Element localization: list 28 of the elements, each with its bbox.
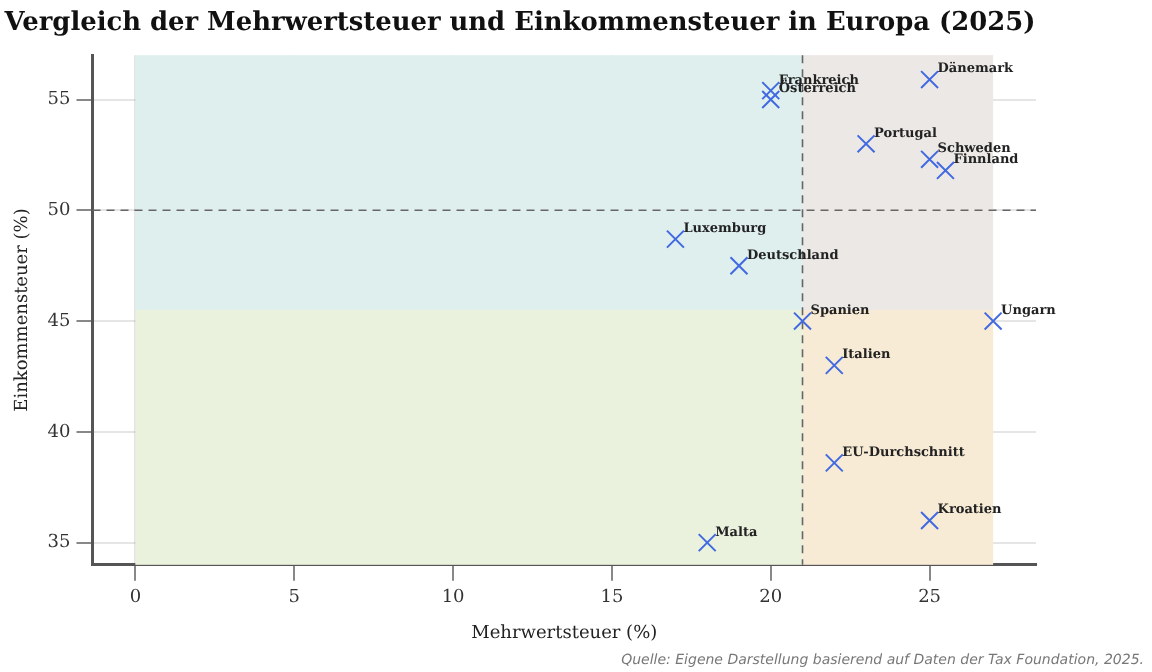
x-tick-label: 0 [129,588,142,609]
point [856,134,876,154]
y-tick-label: 35 [47,533,72,554]
point [697,533,717,553]
x-tick-label: 20 [759,588,783,609]
y-tick-label: 50 [47,200,72,221]
point [935,160,955,180]
y-tick-label: 45 [47,311,72,332]
point [793,311,812,331]
y-axis-title: Einkommensteuer (%) [13,208,34,412]
point [983,311,1003,331]
chart-title: Vergleich der Mehrwertsteuer und Einkommensteuer in Europa (2025) [2,8,1036,39]
point [665,229,685,249]
x-tick-label: 15 [600,588,624,609]
point [761,81,781,101]
point [920,149,940,169]
point [920,511,940,530]
y-tick-label: 55 [47,90,72,111]
x-tick-label: 10 [441,588,466,609]
point [761,90,781,109]
point [920,70,940,90]
point [824,355,844,375]
x-tick-label: 25 [918,588,942,609]
y-tick-label: 40 [47,422,72,443]
point [824,453,844,473]
x-tick-label: 5 [288,588,301,609]
point [729,256,749,276]
x-axis-title: Mehrwertsteuer (%) [471,623,658,644]
